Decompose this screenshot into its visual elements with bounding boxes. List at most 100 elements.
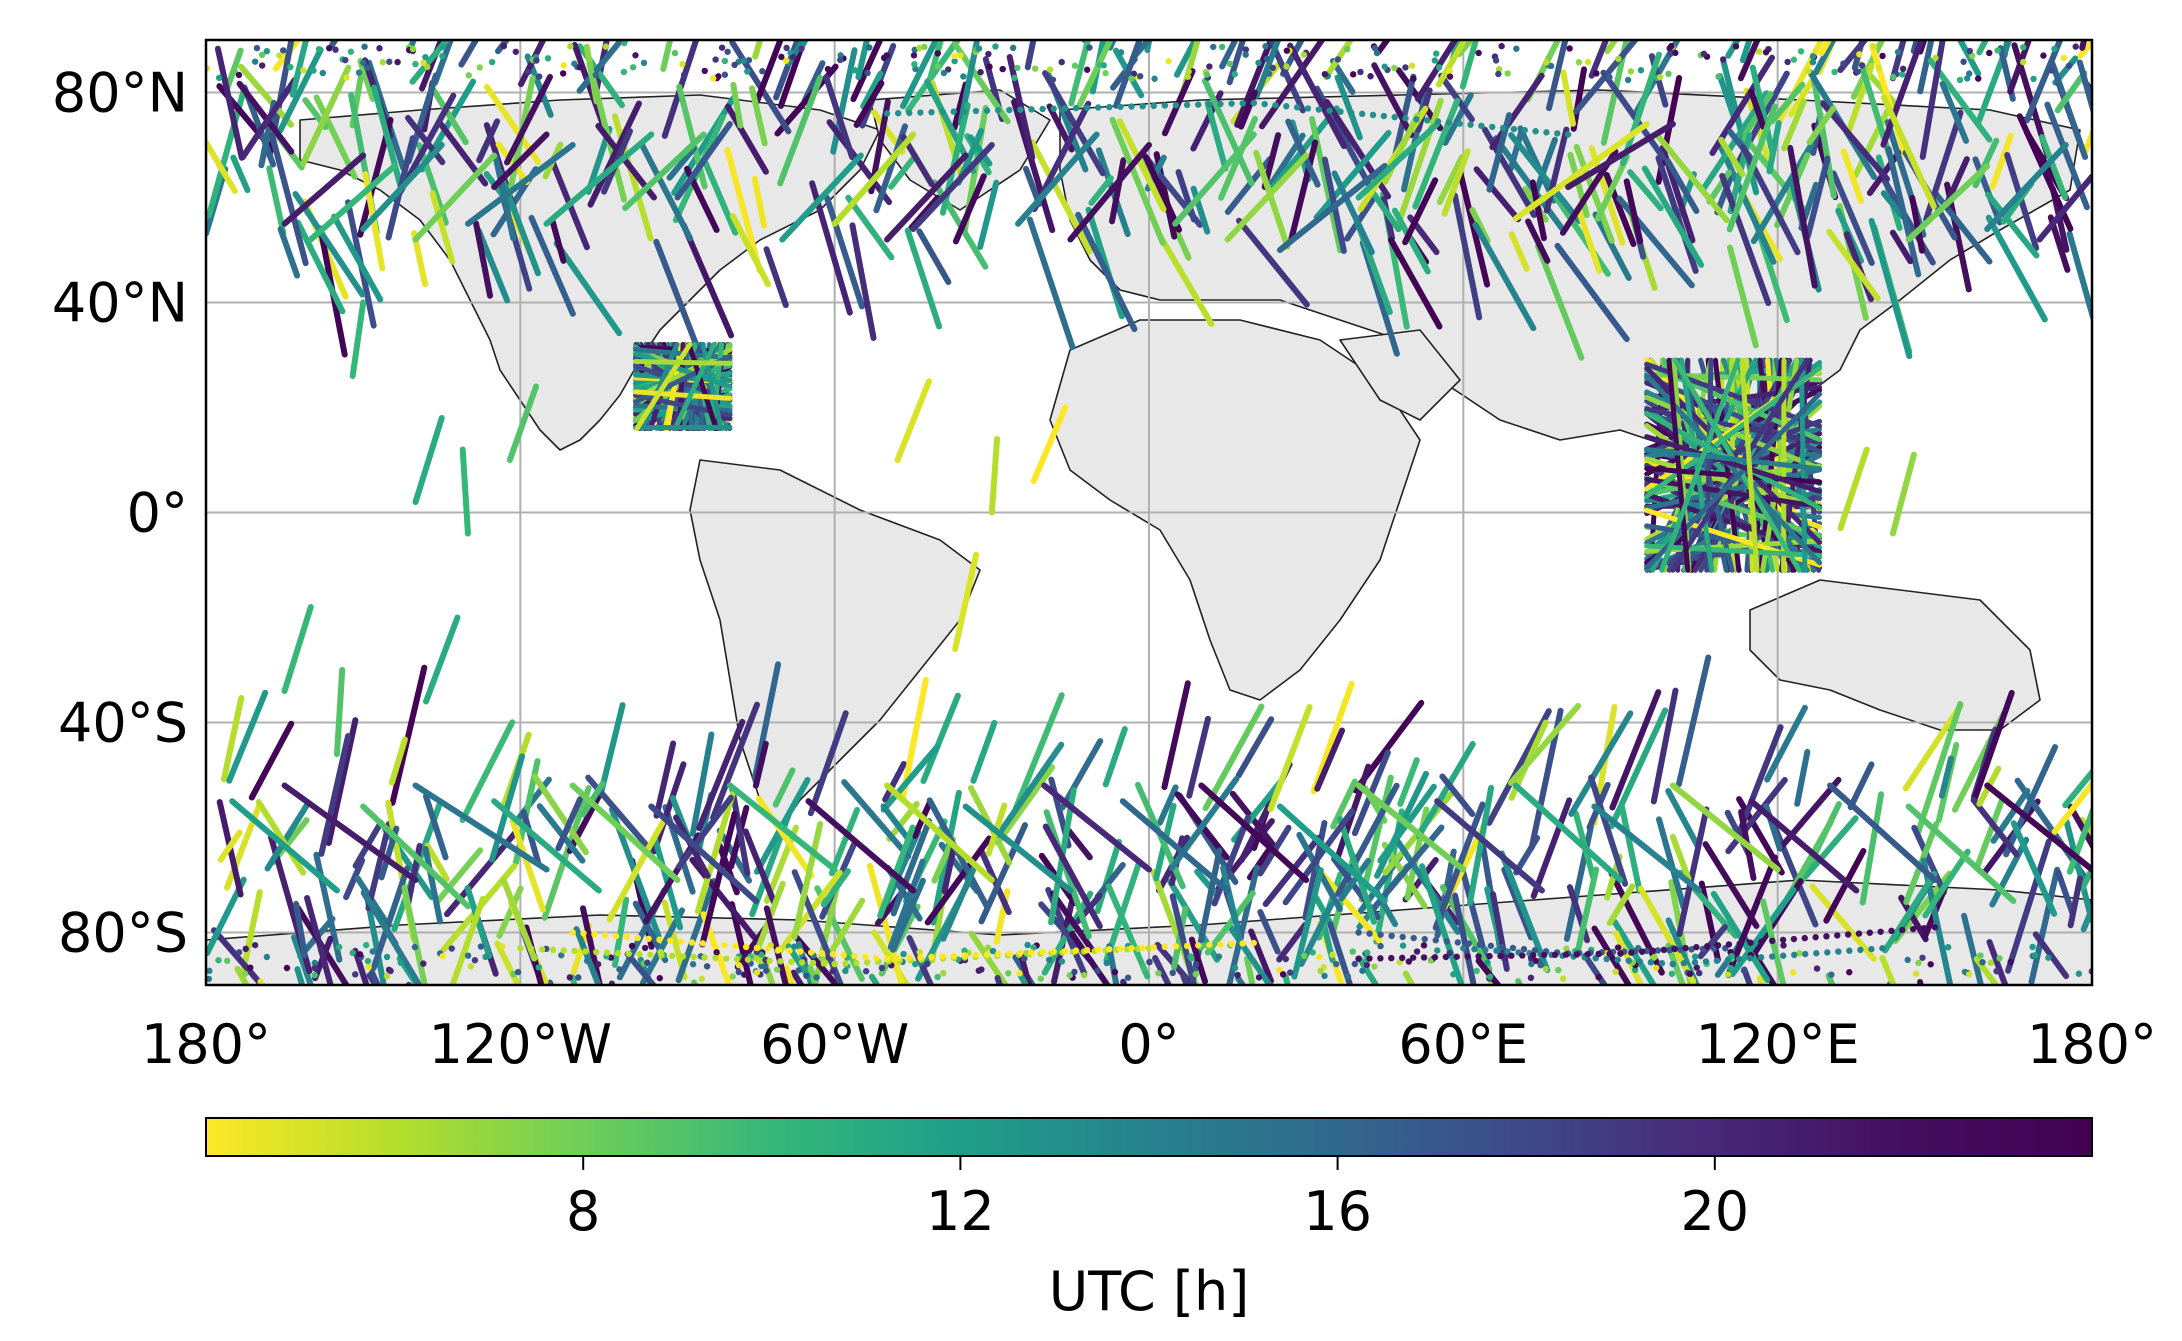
track-segment [1356, 955, 1380, 985]
track-dot [1242, 46, 1250, 53]
track-dot [1636, 958, 1644, 965]
track-segment [925, 40, 945, 88]
track-segment [294, 219, 346, 315]
track-dot [439, 43, 447, 51]
track-dot [1700, 50, 1708, 58]
track-dot [710, 75, 717, 82]
track-dot [1169, 969, 1176, 977]
track-dot [1351, 960, 1359, 968]
track-dot [1421, 935, 1428, 943]
track-dot [1037, 975, 1044, 982]
track-segment [1257, 909, 1281, 955]
track-segment [904, 227, 943, 330]
colorbar-tick-label: 8 [566, 1180, 600, 1243]
track-dot [1805, 67, 1812, 75]
track-segment [694, 788, 737, 915]
track-segment [729, 212, 771, 288]
track-dot [1100, 62, 1107, 69]
track-segment [1525, 218, 1551, 264]
track-dot [1261, 100, 1268, 108]
track-segment [1439, 773, 1476, 818]
track-dot [1009, 44, 1017, 52]
track-segment [1314, 727, 1346, 792]
track-segment [763, 905, 789, 985]
track-segment [1029, 139, 1093, 255]
track-segment [1830, 170, 1875, 266]
track-segment [672, 342, 717, 431]
track-segment [890, 877, 926, 953]
track-dot [1334, 56, 1342, 63]
track-dot [689, 961, 697, 968]
track-dot [1371, 44, 1379, 52]
track-dot [280, 47, 287, 54]
track-segment [1653, 131, 1730, 224]
satellite-track [1669, 782, 1781, 873]
track-dot [851, 952, 858, 960]
satellite-track [1119, 798, 1231, 894]
track-dot [310, 67, 317, 74]
track-dot [1349, 948, 1356, 955]
track-dot [2007, 958, 2014, 966]
map-area [204, 38, 2094, 987]
track-segment [1282, 974, 1291, 985]
track-segment [1809, 883, 1877, 962]
track-dot [1658, 959, 1666, 967]
track-dot [698, 975, 706, 982]
track-dot [1145, 945, 1153, 952]
track-segment [2077, 40, 2092, 59]
track-dot [1377, 955, 1384, 962]
track-dot [560, 947, 567, 954]
track-dot [1083, 104, 1091, 111]
track-dot [632, 52, 639, 59]
track-segment [710, 701, 760, 821]
track-dot [1719, 56, 1727, 63]
track-segment [666, 145, 697, 181]
track-segment [553, 240, 623, 337]
track-segment [464, 885, 493, 959]
track-dot [1355, 955, 1362, 962]
track-dot [798, 959, 806, 966]
track-dot [1172, 102, 1180, 109]
track-segment [1238, 89, 1258, 130]
track-segment [2067, 875, 2083, 929]
track-segment [880, 743, 941, 813]
track-segment [653, 740, 677, 819]
track-segment [1588, 774, 1629, 887]
track-dot [1309, 949, 1316, 956]
track-dot [989, 947, 997, 955]
track-dot [476, 64, 483, 71]
track-segment [754, 40, 784, 105]
track-segment [1419, 863, 1465, 985]
track-segment [1600, 69, 1667, 161]
track-dot [984, 944, 992, 951]
x-axis-ticks: 180° 120°W 60°W 0° 60°E 120°E 180° [141, 1013, 2157, 1076]
track-dot [916, 44, 923, 52]
track-segment [429, 190, 456, 265]
track-segment [1169, 893, 1198, 985]
satellite-track [360, 803, 471, 910]
track-segment [1436, 154, 1465, 206]
track-dot [824, 65, 832, 73]
track-dot [1725, 941, 1733, 948]
track-segment [882, 760, 907, 803]
track-segment [541, 785, 592, 921]
track-dot [1435, 64, 1443, 71]
track-segment [1316, 867, 1383, 944]
track-segment [1508, 132, 1583, 224]
track-dot [206, 975, 213, 983]
track-dot [940, 969, 947, 977]
track-dot [571, 947, 578, 955]
track-dot [1615, 55, 1622, 63]
track-dot [1039, 948, 1046, 956]
track-segment [300, 64, 352, 167]
track-dot [2072, 43, 2079, 50]
track-segment [432, 40, 454, 86]
track-segment [331, 213, 384, 303]
track-segment [1288, 139, 1319, 243]
track-segment [1081, 40, 1089, 44]
satellite-track [1434, 798, 1545, 894]
track-dot [383, 972, 391, 980]
track-dot [1791, 951, 1798, 959]
track-dot [764, 945, 772, 952]
track-dot [917, 109, 924, 116]
